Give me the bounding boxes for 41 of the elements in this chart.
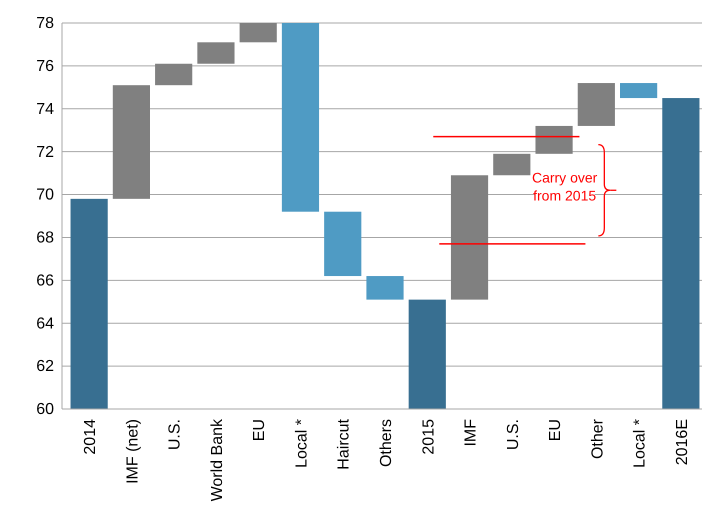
x-tick-label: Others [378,419,395,468]
x-tick-label: 2014 [82,418,100,455]
bar [70,198,108,409]
y-tick-label: 66 [36,272,54,290]
x-tick-label: IMF [462,418,480,447]
x-tick-label: U.S. [504,419,522,450]
y-tick-label: 76 [36,58,54,76]
bar [366,276,404,300]
x-tick-label: IMF (net) [124,419,142,484]
x-tick-label: EU [547,419,564,442]
y-tick-label: 78 [36,15,54,32]
y-tick-label: 64 [36,315,54,332]
bar [197,42,235,64]
annotation: Carry over from 2015 [532,169,598,204]
bar [155,64,192,86]
x-tick-label: Local * [293,419,310,468]
bar [282,23,320,212]
bar [493,154,530,176]
x-tick-label: World Bank [208,418,226,502]
bar [620,83,658,98]
bar [324,212,362,276]
bar [535,126,573,154]
x-tick-label: Other [589,418,606,460]
y-tick-label: 60 [36,401,54,418]
x-tick-label: Local * [632,419,649,468]
y-tick-label: 72 [36,144,54,161]
bar [450,175,488,300]
y-tick-label: 62 [36,358,54,376]
x-tick-label: Haircut [336,418,353,470]
x-tick-label: EU [251,419,268,442]
bar [578,83,615,126]
bar [662,98,700,409]
x-tick-label: 2015 [420,418,438,455]
x-tick-label: 2016E [674,419,691,466]
y-tick-label: 74 [36,100,54,118]
bar [112,85,150,199]
bar [408,300,446,409]
y-tick-label: 70 [36,186,54,204]
x-tick-label: U.S. [166,419,184,450]
bar [240,23,277,42]
y-tick-label: 68 [36,230,54,247]
